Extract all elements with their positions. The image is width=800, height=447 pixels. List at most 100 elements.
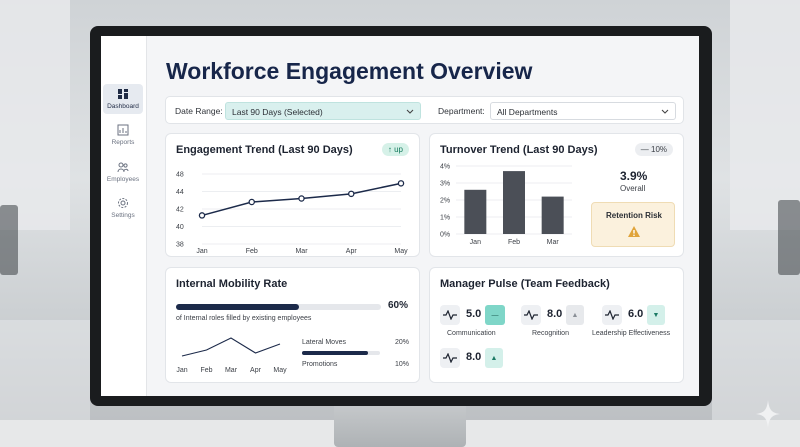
turnover-bar <box>541 196 564 234</box>
sidebar-item-settings[interactable]: Settings <box>103 193 143 223</box>
x-tick-label: Jan <box>196 248 207 255</box>
background-desk <box>712 320 800 420</box>
x-tick-label: Mar <box>225 367 238 374</box>
sidebar-item-label: Dashboard <box>107 103 139 110</box>
leadership-score: 6.0 <box>628 308 644 320</box>
fourth-trend-tag: ▲ <box>485 348 503 368</box>
retention-risk-label: Retention Risk <box>605 211 662 220</box>
y-tick-label: 4% <box>440 164 450 171</box>
background-window <box>730 0 800 230</box>
lateral-moves-value: 20% <box>395 339 410 346</box>
turnover-bar-chart: 4% 3% 2% 1% 0% Jan Feb Mar <box>440 164 572 246</box>
sparkle-icon <box>756 400 780 428</box>
turnover-bar <box>464 189 487 234</box>
warning-icon <box>628 226 640 237</box>
mobility-sparkline-chart: Jan Feb Mar Apr May <box>176 337 287 374</box>
turnover-change-badge: — 10% <box>634 143 673 156</box>
x-tick-label: Feb <box>200 367 212 374</box>
sidebar-item-dashboard[interactable]: Dashboard <box>103 84 143 114</box>
chevron-down-icon <box>406 109 414 114</box>
lateral-moves-label: Lateral Moves <box>302 339 346 346</box>
y-tick-label: 40 <box>176 224 184 231</box>
y-tick-label: 1% <box>440 215 450 222</box>
mobility-progress-fill <box>176 304 299 310</box>
x-tick-label: May <box>394 248 408 255</box>
sidebar-item-label: Employees <box>106 176 140 183</box>
communication-score: 5.0 <box>466 308 482 320</box>
page-title: Workforce Engagement Overview <box>166 58 533 84</box>
x-tick-label: Apr <box>346 248 358 255</box>
department-value: All Departments <box>497 107 558 117</box>
pulse-icon <box>521 305 541 325</box>
department-label: Department: <box>438 106 485 116</box>
filter-bar: Date Range: Last 90 Days (Selected) Depa… <box>165 96 684 124</box>
date-range-value: Last 90 Days (Selected) <box>232 107 323 117</box>
retention-risk-card[interactable]: Retention Risk <box>591 202 675 247</box>
data-point <box>397 180 405 187</box>
mobility-caption: of Internal roles filled by existing emp… <box>176 315 312 322</box>
manager-pulse-title: Manager Pulse (Team Feedback) <box>440 278 610 290</box>
background-desk <box>0 320 90 420</box>
settings-icon <box>118 198 128 208</box>
fourth-score: 8.0 <box>466 351 482 363</box>
y-tick-label: 48 <box>176 172 184 179</box>
sidebar-item-label: Settings <box>111 212 135 219</box>
y-tick-label: 2% <box>440 198 450 205</box>
x-tick-label: Feb <box>508 239 520 246</box>
pulse-icon <box>602 305 622 325</box>
turnover-overall-value: 3.9% <box>620 169 648 183</box>
communication-label: Communication <box>447 330 496 337</box>
internal-mobility-title: Internal Mobility Rate <box>176 278 288 290</box>
manager-pulse-card: Manager Pulse (Team Feedback) 5.0 — Comm… <box>429 267 684 383</box>
sidebar-item-reports[interactable]: Reports <box>103 120 143 150</box>
x-tick-label: Feb <box>246 248 258 255</box>
recognition-trend-tag: ▲ <box>566 305 584 325</box>
monitor-stand <box>334 400 466 447</box>
data-point <box>248 198 256 206</box>
x-tick-label: May <box>273 367 287 374</box>
lateral-moves-fill <box>302 351 369 355</box>
x-tick-label: Mar <box>547 239 560 246</box>
y-tick-label: 38 <box>176 242 184 249</box>
engagement-line-chart: 48 44 42 40 38 Jan Feb Mar Apr May <box>176 172 408 256</box>
internal-mobility-card: Internal Mobility Rate 60% of Internal r… <box>165 267 420 383</box>
dashboard-icon <box>118 89 128 99</box>
mobility-progress-track <box>176 304 381 310</box>
pulse-icon <box>440 348 460 368</box>
x-tick-label: Jan <box>176 367 187 374</box>
engagement-title: Engagement Trend (Last 90 Days) <box>176 144 353 156</box>
date-range-select[interactable]: Last 90 Days (Selected) <box>225 102 421 120</box>
recognition-label: Recognition <box>532 330 569 337</box>
communication-trend-tag: — <box>485 305 505 325</box>
x-tick-label: Mar <box>295 248 308 255</box>
sidebar: Dashboard Reports Employees Settings <box>101 36 147 396</box>
lateral-moves-track <box>302 351 380 355</box>
pulse-icon <box>440 305 460 325</box>
promotions-value: 10% <box>395 361 410 368</box>
mobility-series-line <box>181 337 281 357</box>
background-window <box>0 0 70 230</box>
recognition-score: 8.0 <box>547 308 563 320</box>
data-point <box>298 195 305 202</box>
dashboard-screen: Dashboard Reports Employees Settings Wor… <box>101 36 699 396</box>
chevron-down-icon <box>661 109 669 114</box>
leadership-label: Leadership Effectiveness <box>592 330 671 337</box>
engagement-trend-badge: ↑ up <box>381 143 409 156</box>
sidebar-item-label: Reports <box>111 139 135 146</box>
mobility-percent: 60% <box>388 300 409 311</box>
data-point <box>347 190 355 198</box>
data-point <box>198 212 206 219</box>
department-select[interactable]: All Departments <box>490 102 676 120</box>
background-monitor <box>778 200 800 275</box>
background-monitor <box>0 205 18 275</box>
date-range-label: Date Range: <box>175 106 223 116</box>
x-tick-label: Apr <box>250 367 262 374</box>
reports-icon <box>117 124 129 136</box>
turnover-overall-label: Overall <box>620 184 646 193</box>
promotions-label: Promotions <box>302 361 338 368</box>
leadership-trend-tag: ▼ <box>647 305 665 325</box>
turnover-card: Turnover Trend (Last 90 Days) — 10% 4% 3%… <box>429 133 684 257</box>
sidebar-item-employees[interactable]: Employees <box>103 157 143 187</box>
y-tick-label: 0% <box>440 232 450 239</box>
y-tick-label: 3% <box>440 181 450 188</box>
